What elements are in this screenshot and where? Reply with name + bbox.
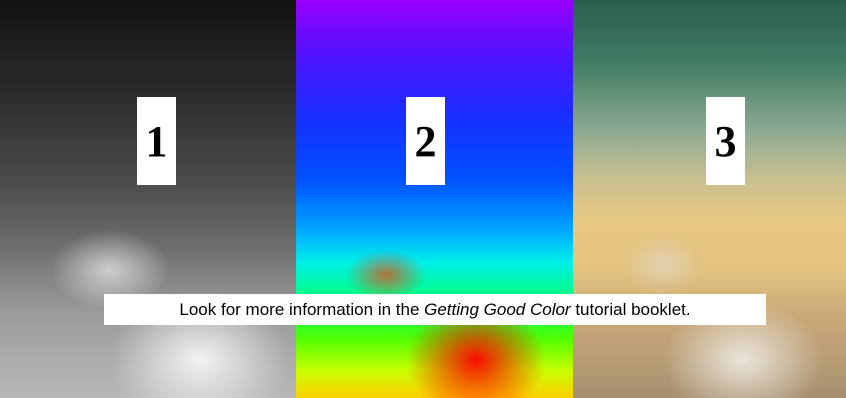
elevation-map-rainbow — [296, 0, 573, 398]
caption-text: tutorial booklet. — [571, 300, 691, 320]
elevation-map-earth — [573, 0, 846, 398]
panel-label: 2 — [406, 97, 445, 185]
caption-text: Look for more information in the — [179, 300, 424, 320]
caption: Look for more information in the Getting… — [104, 294, 766, 325]
caption-title: Getting Good Color — [424, 300, 570, 320]
elevation-map-gray — [0, 0, 296, 398]
panel-label: 3 — [706, 97, 745, 185]
figure: 1 2 3 Look for more information in the G… — [0, 0, 846, 398]
panel-label: 1 — [137, 97, 176, 185]
